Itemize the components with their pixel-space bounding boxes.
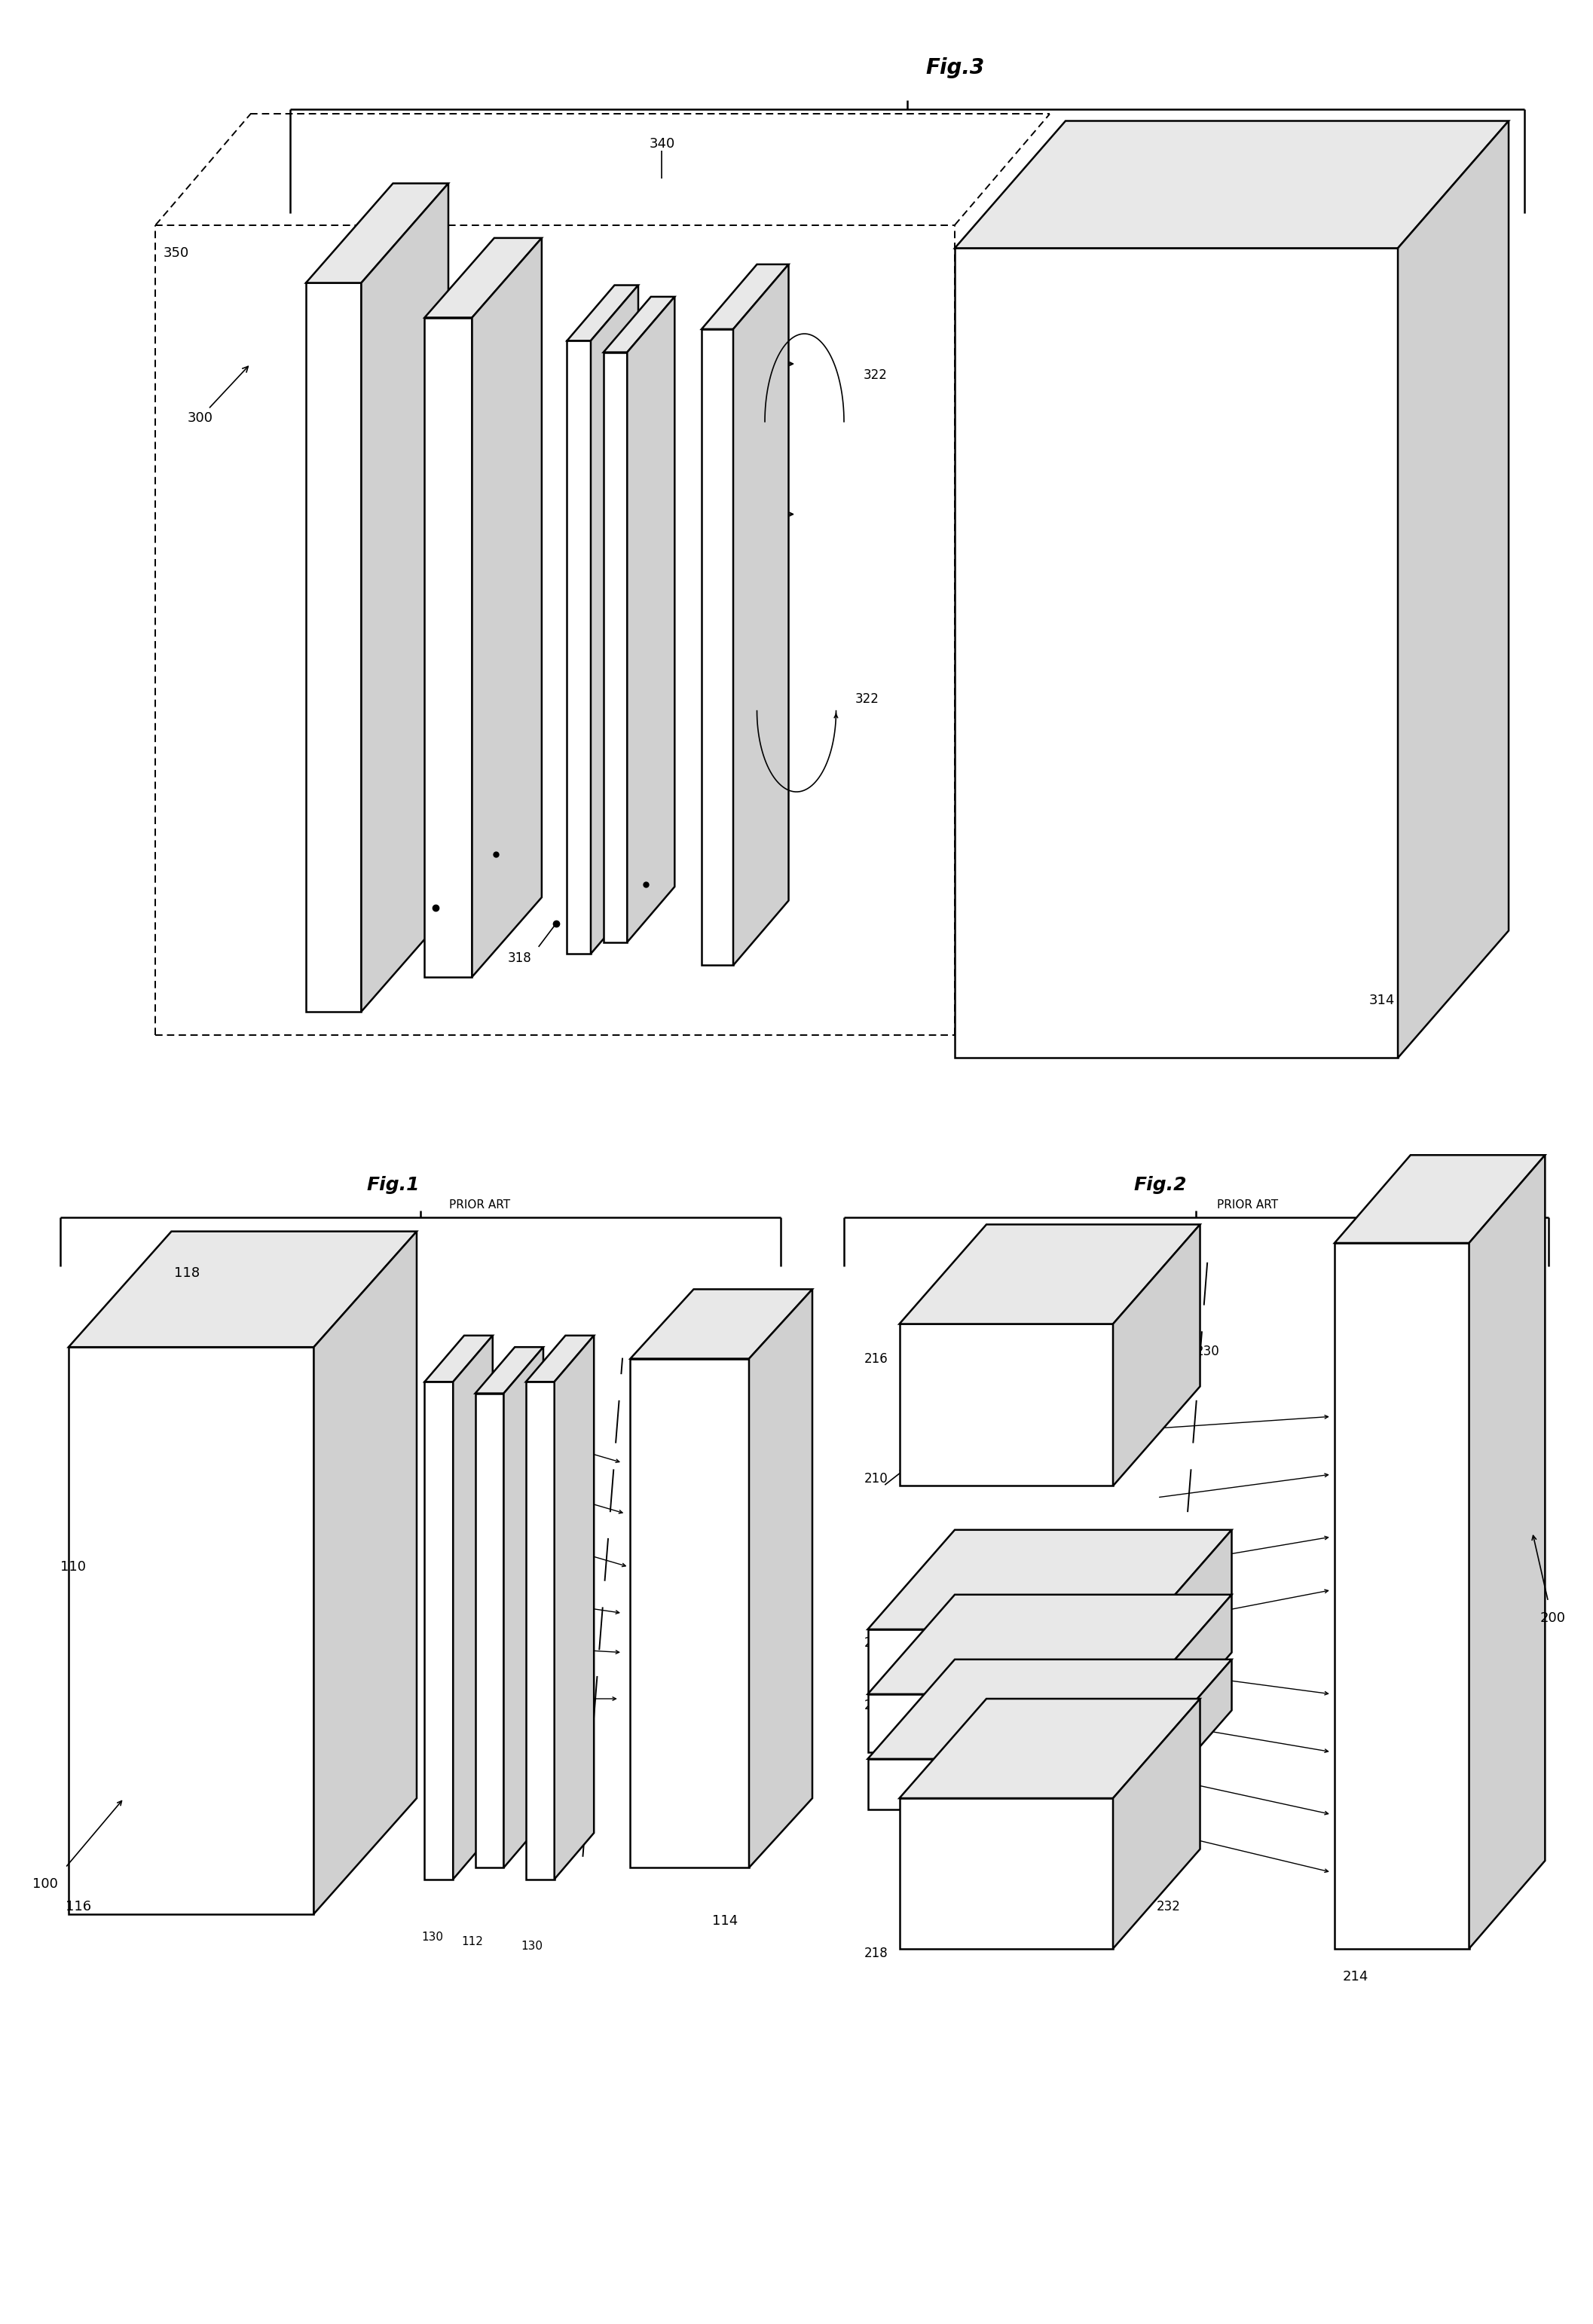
Polygon shape [591,286,639,953]
Text: 114: 114 [712,1915,738,1927]
Polygon shape [567,286,639,342]
Text: 324: 324 [306,363,330,374]
Text: 318: 318 [508,951,532,964]
Polygon shape [68,1232,417,1348]
Text: Fig.2: Fig.2 [1134,1176,1187,1195]
Text: 316: 316 [381,937,405,948]
Polygon shape [567,342,591,953]
Text: PRIOR ART: PRIOR ART [449,1199,511,1211]
Polygon shape [68,1348,314,1915]
Text: 324: 324 [422,539,446,553]
Text: 340: 340 [648,137,675,151]
Text: PRIOR ART: PRIOR ART [1217,1199,1278,1211]
Polygon shape [1399,121,1509,1057]
Text: 218: 218 [865,1948,889,1959]
Polygon shape [306,284,362,1011]
Text: 130: 130 [422,1931,443,1943]
Polygon shape [954,121,1509,249]
Polygon shape [631,1290,812,1360]
Polygon shape [425,318,472,976]
Text: 320: 320 [761,595,785,609]
Polygon shape [425,1383,452,1880]
Polygon shape [1145,1594,1231,1752]
Polygon shape [604,297,675,353]
Text: 322: 322 [855,693,879,706]
Text: 212: 212 [865,1699,889,1713]
Text: 210: 210 [865,1471,889,1485]
Text: Fig.3: Fig.3 [926,58,984,79]
Text: 314: 314 [1368,992,1395,1006]
Polygon shape [749,1290,812,1868]
Text: 100: 100 [32,1878,57,1892]
Polygon shape [628,297,675,941]
Text: 315: 315 [610,913,634,925]
Text: 110: 110 [61,1559,86,1573]
Polygon shape [701,265,789,330]
Polygon shape [1145,1529,1231,1694]
Text: 232: 232 [1157,1901,1180,1913]
Polygon shape [954,249,1399,1057]
Text: 118: 118 [174,1267,201,1281]
Polygon shape [900,1325,1114,1485]
Text: 116: 116 [65,1901,91,1913]
Text: Fig.1: Fig.1 [366,1176,419,1195]
Text: 322: 322 [863,370,887,381]
Text: 200: 200 [1540,1611,1566,1624]
Polygon shape [868,1759,1145,1810]
Polygon shape [554,1336,594,1880]
Polygon shape [503,1348,543,1868]
Polygon shape [425,1336,492,1383]
Polygon shape [900,1799,1114,1948]
Text: 214: 214 [1343,1968,1368,1982]
Polygon shape [868,1594,1231,1694]
Polygon shape [526,1383,554,1880]
Polygon shape [868,1529,1231,1629]
Polygon shape [425,237,542,318]
Polygon shape [306,184,448,284]
Polygon shape [1335,1243,1469,1948]
Text: 220: 220 [865,1636,889,1650]
Text: 350: 350 [164,246,190,260]
Polygon shape [475,1348,543,1394]
Polygon shape [472,237,542,976]
Polygon shape [701,330,733,964]
Text: 130: 130 [521,1941,543,1952]
Polygon shape [900,1699,1200,1799]
Polygon shape [314,1232,417,1915]
Polygon shape [475,1394,503,1868]
Text: 300: 300 [188,367,249,425]
Polygon shape [362,184,448,1011]
Text: 216: 216 [865,1353,889,1367]
Polygon shape [900,1225,1200,1325]
Polygon shape [1114,1699,1200,1948]
Polygon shape [631,1360,749,1868]
Polygon shape [604,353,628,941]
Polygon shape [1114,1225,1200,1485]
Polygon shape [1145,1659,1231,1810]
Polygon shape [733,265,789,964]
Text: 112: 112 [462,1936,483,1948]
Polygon shape [1335,1155,1545,1243]
Polygon shape [868,1659,1231,1759]
Polygon shape [526,1336,594,1383]
Polygon shape [452,1336,492,1880]
Polygon shape [868,1629,1145,1694]
Polygon shape [868,1694,1145,1752]
Text: 310: 310 [460,885,484,897]
Polygon shape [1469,1155,1545,1948]
Text: 230: 230 [1196,1346,1220,1360]
